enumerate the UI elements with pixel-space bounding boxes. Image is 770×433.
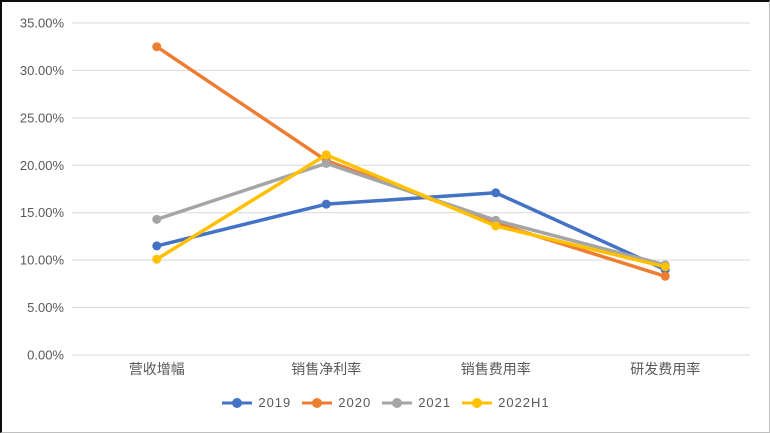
data-point-2022H1-营收增幅 [152,254,162,264]
legend-item-2021: 2021 [381,395,451,410]
x-axis-category-label: 研发费用率 [630,361,700,377]
legend-item-2022H1: 2022H1 [461,395,550,410]
data-point-2022H1-销售费用率 [491,221,501,231]
legend-label-2022H1: 2022H1 [498,395,550,410]
legend-marker-icon-2020 [302,397,333,408]
y-axis-tick-label: 25.00% [20,110,65,125]
chart-legend: 2019 2020 2021 2022H1 [2,395,769,410]
y-axis-tick-label: 20.00% [20,158,65,173]
legend-marker-icon-2019 [222,397,253,408]
data-point-2022H1-销售净利率 [321,150,331,160]
data-point-2019-销售净利率 [321,199,331,209]
data-point-2021-营收增幅 [152,214,162,224]
legend-item-2019: 2019 [221,395,291,410]
x-axis-category-label: 销售净利率 [291,361,361,377]
legend-item-2020: 2020 [301,395,371,410]
x-axis-category-label: 销售费用率 [461,361,531,377]
series-line-2020 [155,44,667,279]
y-axis-tick-label: 30.00% [20,63,65,78]
data-point-2021-销售净利率 [321,158,331,168]
y-axis-tick-label: 0.00% [27,348,64,363]
y-axis-tick-label: 10.00% [20,253,65,268]
legend-marker-icon-2021 [382,397,413,408]
series-line-2019 [155,191,667,272]
y-axis-tick-label: 5.00% [27,300,64,315]
legend-label-2020: 2020 [338,395,372,410]
legend-label-2019: 2019 [258,395,292,410]
y-axis-tick-label: 15.00% [20,205,65,220]
data-point-2020-营收增幅 [152,42,162,52]
data-point-2019-营收增幅 [152,241,162,251]
data-point-2019-销售费用率 [491,188,501,198]
data-point-2022H1-研发费用率 [660,262,670,272]
y-axis-tick-label: 35.00% [20,16,65,31]
x-axis-category-label: 营收增幅 [129,361,185,377]
legend-marker-icon-2022H1 [462,397,493,408]
data-point-2020-研发费用率 [660,271,670,281]
series-line-2022H1 [155,153,667,269]
legend-label-2021: 2021 [418,395,452,410]
